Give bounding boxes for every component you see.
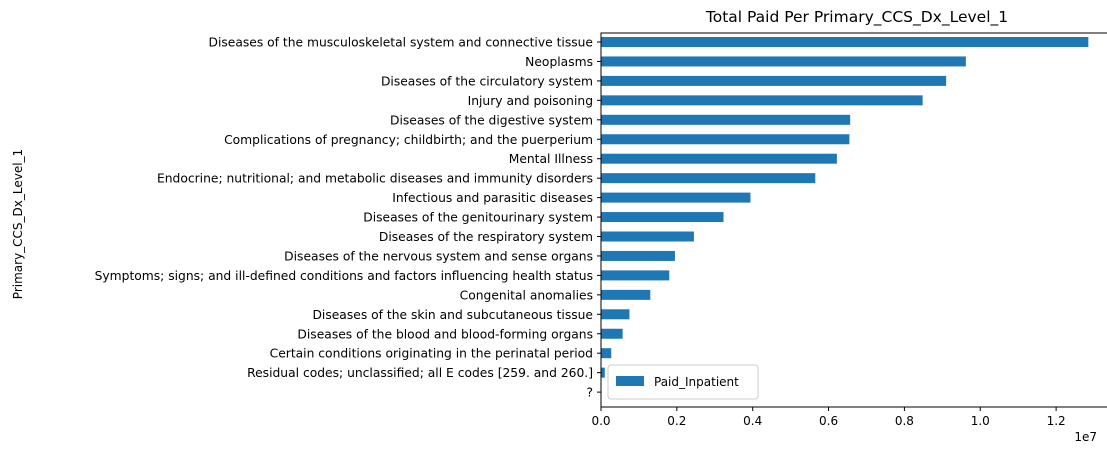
y-tick-label: Residual codes; unclassified; all E code…: [247, 366, 593, 380]
x-tick-label: 0.2: [667, 414, 686, 428]
y-tick-label: ?: [586, 386, 593, 400]
y-tick-label: Neoplasms: [525, 55, 593, 69]
bar-mental-illness: [601, 153, 837, 164]
y-tick-label: Endocrine; nutritional; and metabolic di…: [157, 172, 593, 186]
x-tick-label: 0.0: [591, 414, 610, 428]
x-tick-label: 0.4: [743, 414, 762, 428]
y-tick-label: Complications of pregnancy; childbirth; …: [224, 133, 593, 147]
plot-frame: [600, 32, 1107, 408]
bars-layer: [601, 37, 1089, 378]
bar-congenital-anomalies: [601, 289, 651, 300]
x-tick-label: 1.0: [971, 414, 990, 428]
x-tick-labels: 0.0 0.2 0.4 0.6 0.8 1.0 1.2: [591, 407, 1066, 428]
bar-diseases-of-the-circulatory-system: [601, 75, 947, 86]
bar-diseases-of-the-genitourinary-system: [601, 212, 724, 223]
y-tick-label: Congenital anomalies: [460, 288, 593, 302]
legend-box: [607, 364, 759, 400]
y-tick-label: Diseases of the musculoskeletal system a…: [208, 36, 593, 50]
y-tick-label: Diseases of the respiratory system: [379, 230, 593, 244]
bar-diseases-of-the-blood-and-blood-forming-organs: [601, 328, 623, 339]
bar-neoplasms: [601, 56, 966, 67]
bar-symptoms-signs-and-ill-defined-conditions-and-factors-influencing-health-status: [601, 270, 670, 281]
y-tick-label: Diseases of the digestive system: [390, 113, 593, 127]
y-tick-label: Injury and poisoning: [468, 94, 593, 108]
y-tick-label: Diseases of the skin and subcutaneous ti…: [312, 308, 593, 322]
y-tick-label: Symptoms; signs; and ill-defined conditi…: [95, 269, 593, 283]
bar-diseases-of-the-musculoskeletal-system-and-connective-tissue: [601, 37, 1089, 47]
chart-title: Total Paid Per Primary_CCS_Dx_Level_1: [705, 8, 1008, 27]
legend: Paid_Inpatient: [607, 364, 759, 400]
x-scale-label: 1e7: [1074, 430, 1097, 444]
legend-label-paid-inpatient: Paid_Inpatient: [654, 375, 739, 389]
x-tick-label: 0.8: [895, 414, 914, 428]
y-tick-label: Mental Illness: [509, 152, 593, 166]
bar-endocrine-nutritional-and-metabolic-diseases-and-immunity-disorders: [601, 173, 816, 184]
bar-diseases-of-the-respiratory-system: [601, 231, 694, 242]
y-tick-labels: Diseases of the musculoskeletal system a…: [95, 36, 601, 400]
bar-injury-and-poisoning: [601, 95, 923, 106]
bar-diseases-of-the-skin-and-subcutaneous-tissue: [601, 309, 630, 320]
bar-complications-of-pregnancy-childbirth-and-the-puerperium: [601, 134, 850, 145]
bar-residual-codes-unclassified-all-e-codes-259-and-260: [601, 367, 605, 378]
y-tick-label: Diseases of the circulatory system: [381, 74, 593, 88]
y-axis-label: Primary_CCS_Dx_Level_1: [11, 149, 25, 299]
legend-swatch: [616, 376, 644, 386]
y-tick-label: Infectious and parasitic diseases: [392, 191, 593, 205]
y-tick-label: Diseases of the blood and blood-forming …: [297, 327, 593, 341]
bar-infectious-and-parasitic-diseases: [601, 192, 751, 203]
bar-certain-conditions-originating-in-the-perinatal-period: [601, 348, 612, 359]
bar-diseases-of-the-digestive-system: [601, 114, 851, 125]
y-tick-label: Certain conditions originating in the pe…: [270, 347, 593, 361]
y-tick-label: Diseases of the nervous system and sense…: [284, 249, 593, 263]
bar-diseases-of-the-nervous-system-and-sense-organs: [601, 250, 675, 261]
x-tick-label: 1.2: [1047, 414, 1066, 428]
y-tick-label: Diseases of the genitourinary system: [363, 211, 593, 225]
x-tick-label: 0.6: [819, 414, 838, 428]
